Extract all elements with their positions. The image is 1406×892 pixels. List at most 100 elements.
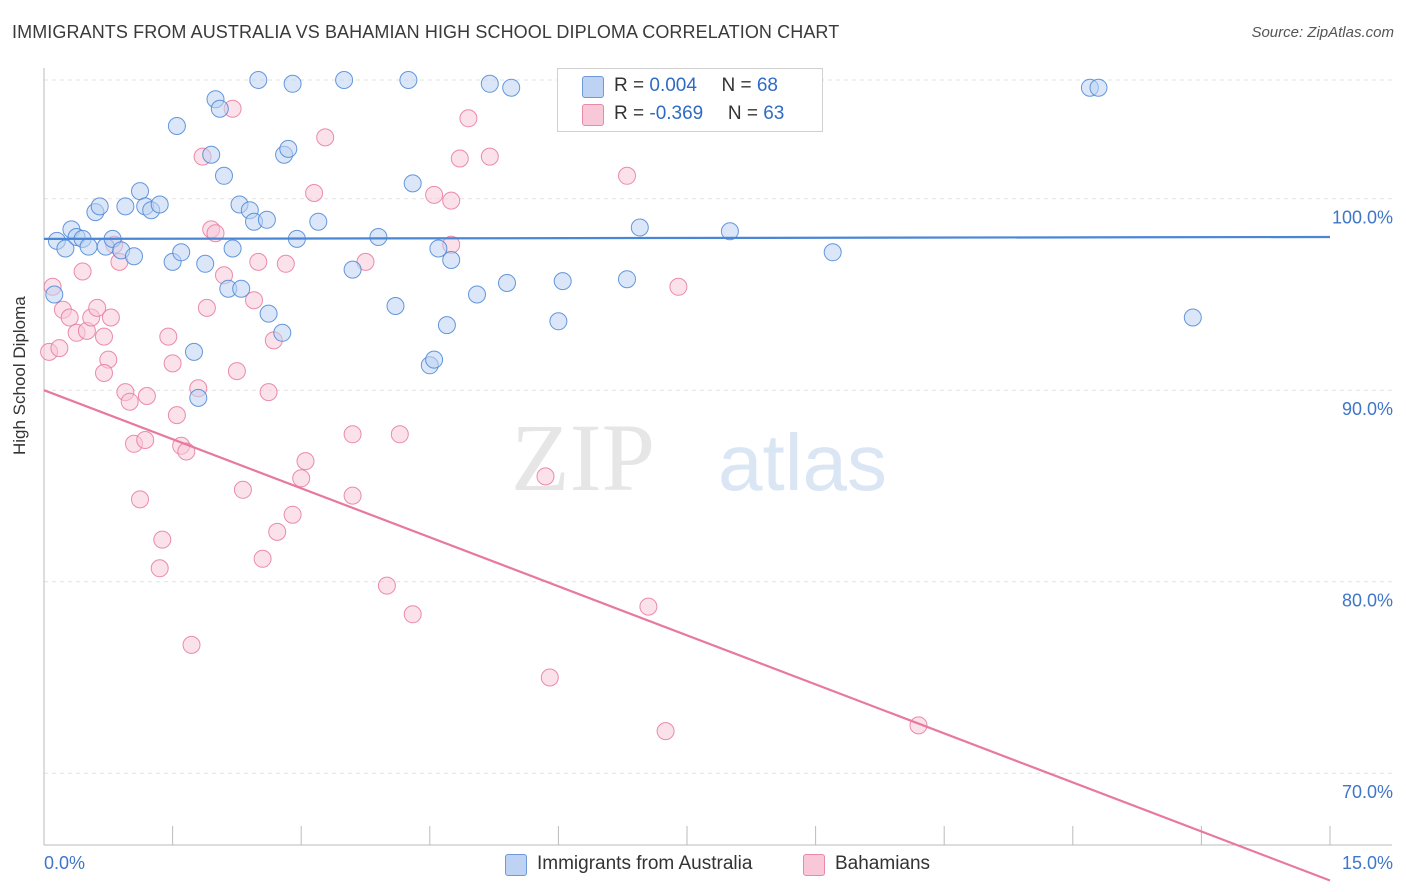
bahamians-point bbox=[316, 128, 335, 147]
australia-point bbox=[429, 239, 448, 258]
bahamians-point bbox=[450, 149, 469, 168]
x-tick-label-max: 15.0% bbox=[1342, 853, 1393, 873]
bahamians-point bbox=[442, 191, 461, 210]
bahamians-point bbox=[253, 549, 272, 568]
australia-point bbox=[232, 279, 251, 298]
bahamians-point bbox=[60, 308, 79, 327]
australia-point bbox=[257, 210, 276, 229]
y-tick-label: 80.0% bbox=[1342, 591, 1393, 611]
legend-label-australia: Immigrants from Australia bbox=[537, 853, 753, 874]
australia-point bbox=[823, 243, 842, 262]
bahamians-point bbox=[150, 559, 169, 578]
australia-point bbox=[150, 195, 169, 214]
bahamians-point bbox=[403, 605, 422, 624]
bahamians-point bbox=[95, 327, 113, 346]
watermark: ZIP atlas bbox=[511, 404, 887, 511]
bahamians-point bbox=[245, 291, 263, 310]
australia-point bbox=[630, 218, 649, 237]
bahamians-point bbox=[259, 383, 278, 402]
australia-point bbox=[202, 145, 221, 164]
australia-point bbox=[79, 237, 98, 256]
bahamians-point bbox=[343, 486, 362, 505]
australia-point bbox=[498, 274, 516, 292]
australia-point bbox=[259, 304, 278, 323]
bahamians-point bbox=[206, 224, 225, 243]
stats-n-label: N = bbox=[727, 103, 764, 124]
bahamians-point bbox=[73, 262, 92, 281]
australia-point bbox=[549, 312, 568, 331]
stats-n-label: N = bbox=[721, 75, 757, 96]
axes bbox=[43, 68, 1392, 846]
bahamians-point bbox=[276, 254, 295, 273]
bahamians-point bbox=[639, 597, 658, 616]
bahamians-point bbox=[305, 184, 324, 202]
australia-point bbox=[215, 166, 233, 185]
australia-point bbox=[309, 212, 328, 231]
bahamians-point bbox=[233, 480, 252, 499]
australia-point bbox=[1089, 78, 1108, 97]
bahamians-point bbox=[227, 362, 246, 381]
bahamians-point bbox=[390, 425, 409, 444]
bahamians-point bbox=[540, 668, 559, 687]
australia-point bbox=[403, 174, 422, 193]
australia-point bbox=[437, 316, 456, 335]
australia-point bbox=[189, 388, 208, 407]
stats-r-value: 0.004 bbox=[649, 75, 697, 96]
australia-point bbox=[425, 350, 444, 369]
australia-point bbox=[273, 323, 292, 342]
australia-point bbox=[249, 71, 268, 89]
bahamians-point bbox=[163, 354, 182, 373]
australia-point bbox=[125, 247, 143, 266]
legend: Immigrants from Australia Bahamians bbox=[0, 852, 1406, 878]
bahamians-point bbox=[480, 147, 499, 166]
bahamians-point bbox=[167, 406, 186, 425]
watermark-zip: ZIP bbox=[511, 404, 655, 511]
bahamians-point bbox=[88, 298, 107, 317]
australia-point bbox=[90, 197, 109, 216]
australia-trend-line bbox=[43, 235, 1331, 240]
bahamians-point bbox=[136, 431, 155, 449]
bahamians-point bbox=[197, 298, 216, 317]
bahamians-point bbox=[268, 522, 287, 541]
bahamians-point bbox=[536, 467, 555, 486]
stats-r-label: R = bbox=[614, 75, 650, 96]
australia-point bbox=[172, 243, 191, 262]
watermark-atlas: atlas bbox=[718, 418, 887, 507]
bahamians-point bbox=[377, 576, 396, 595]
bahamians-point bbox=[425, 185, 444, 204]
bahamians-point bbox=[343, 425, 362, 444]
bahamians-point bbox=[95, 364, 113, 382]
australia-point bbox=[283, 74, 302, 93]
bahamians-point bbox=[153, 530, 172, 549]
australia-point bbox=[131, 182, 149, 201]
x-tick-label-min: 0.0% bbox=[44, 853, 85, 873]
australia-point bbox=[167, 117, 186, 135]
australia-point bbox=[553, 272, 572, 291]
stats-r-label: R = bbox=[614, 103, 650, 124]
australia-point bbox=[210, 99, 229, 118]
bahamians-trend-line bbox=[43, 389, 1331, 882]
bahamians-point bbox=[50, 339, 69, 358]
australia-point bbox=[1183, 308, 1202, 327]
bahamians-point bbox=[669, 277, 688, 296]
y-axis-label: High School Diploma bbox=[10, 296, 29, 455]
australia-point bbox=[369, 228, 388, 246]
bahamians-point bbox=[292, 469, 311, 488]
australia-point bbox=[480, 74, 499, 93]
y-tick-label: 90.0% bbox=[1342, 399, 1393, 419]
stats-swatch-australia bbox=[582, 76, 604, 98]
australia-point bbox=[335, 71, 354, 89]
australia-point bbox=[196, 254, 215, 273]
bahamians-point bbox=[120, 392, 139, 411]
australia-point bbox=[468, 285, 486, 304]
bahamians-point bbox=[459, 109, 478, 128]
stats-box: R = 0.004 N = 68 R = -0.369 N = 63 bbox=[557, 68, 823, 132]
australia-point bbox=[720, 222, 739, 241]
australia-point bbox=[56, 239, 75, 258]
australia-point bbox=[399, 71, 418, 89]
legend-label-bahamians: Bahamians bbox=[835, 853, 931, 874]
bahamians-point bbox=[296, 452, 315, 471]
australia-point bbox=[386, 297, 405, 315]
australia-point bbox=[442, 251, 461, 269]
